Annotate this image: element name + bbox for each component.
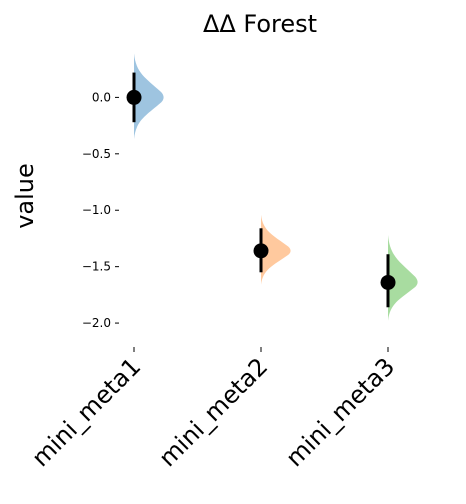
y-tick-label: 0.0 — [92, 90, 111, 104]
half-violin-mini_meta2 — [261, 214, 291, 285]
x-tick-label: mini_meta3 — [280, 352, 400, 472]
x-axis: mini_meta1 mini_meta2 mini_meta3 — [26, 347, 400, 472]
y-tick-label: −1.5 — [82, 260, 111, 274]
y-axis-label: value — [11, 163, 39, 229]
y-tick-label: −0.5 — [82, 147, 111, 161]
half-violin-mini_meta3 — [388, 235, 418, 321]
y-tick-label: −1.0 — [82, 203, 111, 217]
x-tick-label: mini_meta2 — [153, 352, 273, 472]
y-axis: 0.0 −0.5 −1.0 −1.5 −2.0 — [82, 90, 119, 330]
estimate-point-mini_meta2 — [253, 243, 269, 259]
plot-area — [126, 53, 418, 321]
half-violin-mini_meta1 — [134, 53, 164, 140]
x-tick-label: mini_meta1 — [26, 352, 146, 472]
estimate-point-mini_meta3 — [380, 274, 396, 290]
y-tick-label: −2.0 — [82, 316, 111, 330]
estimate-point-mini_meta1 — [126, 89, 142, 105]
chart-title: ΔΔ Forest — [203, 10, 317, 38]
